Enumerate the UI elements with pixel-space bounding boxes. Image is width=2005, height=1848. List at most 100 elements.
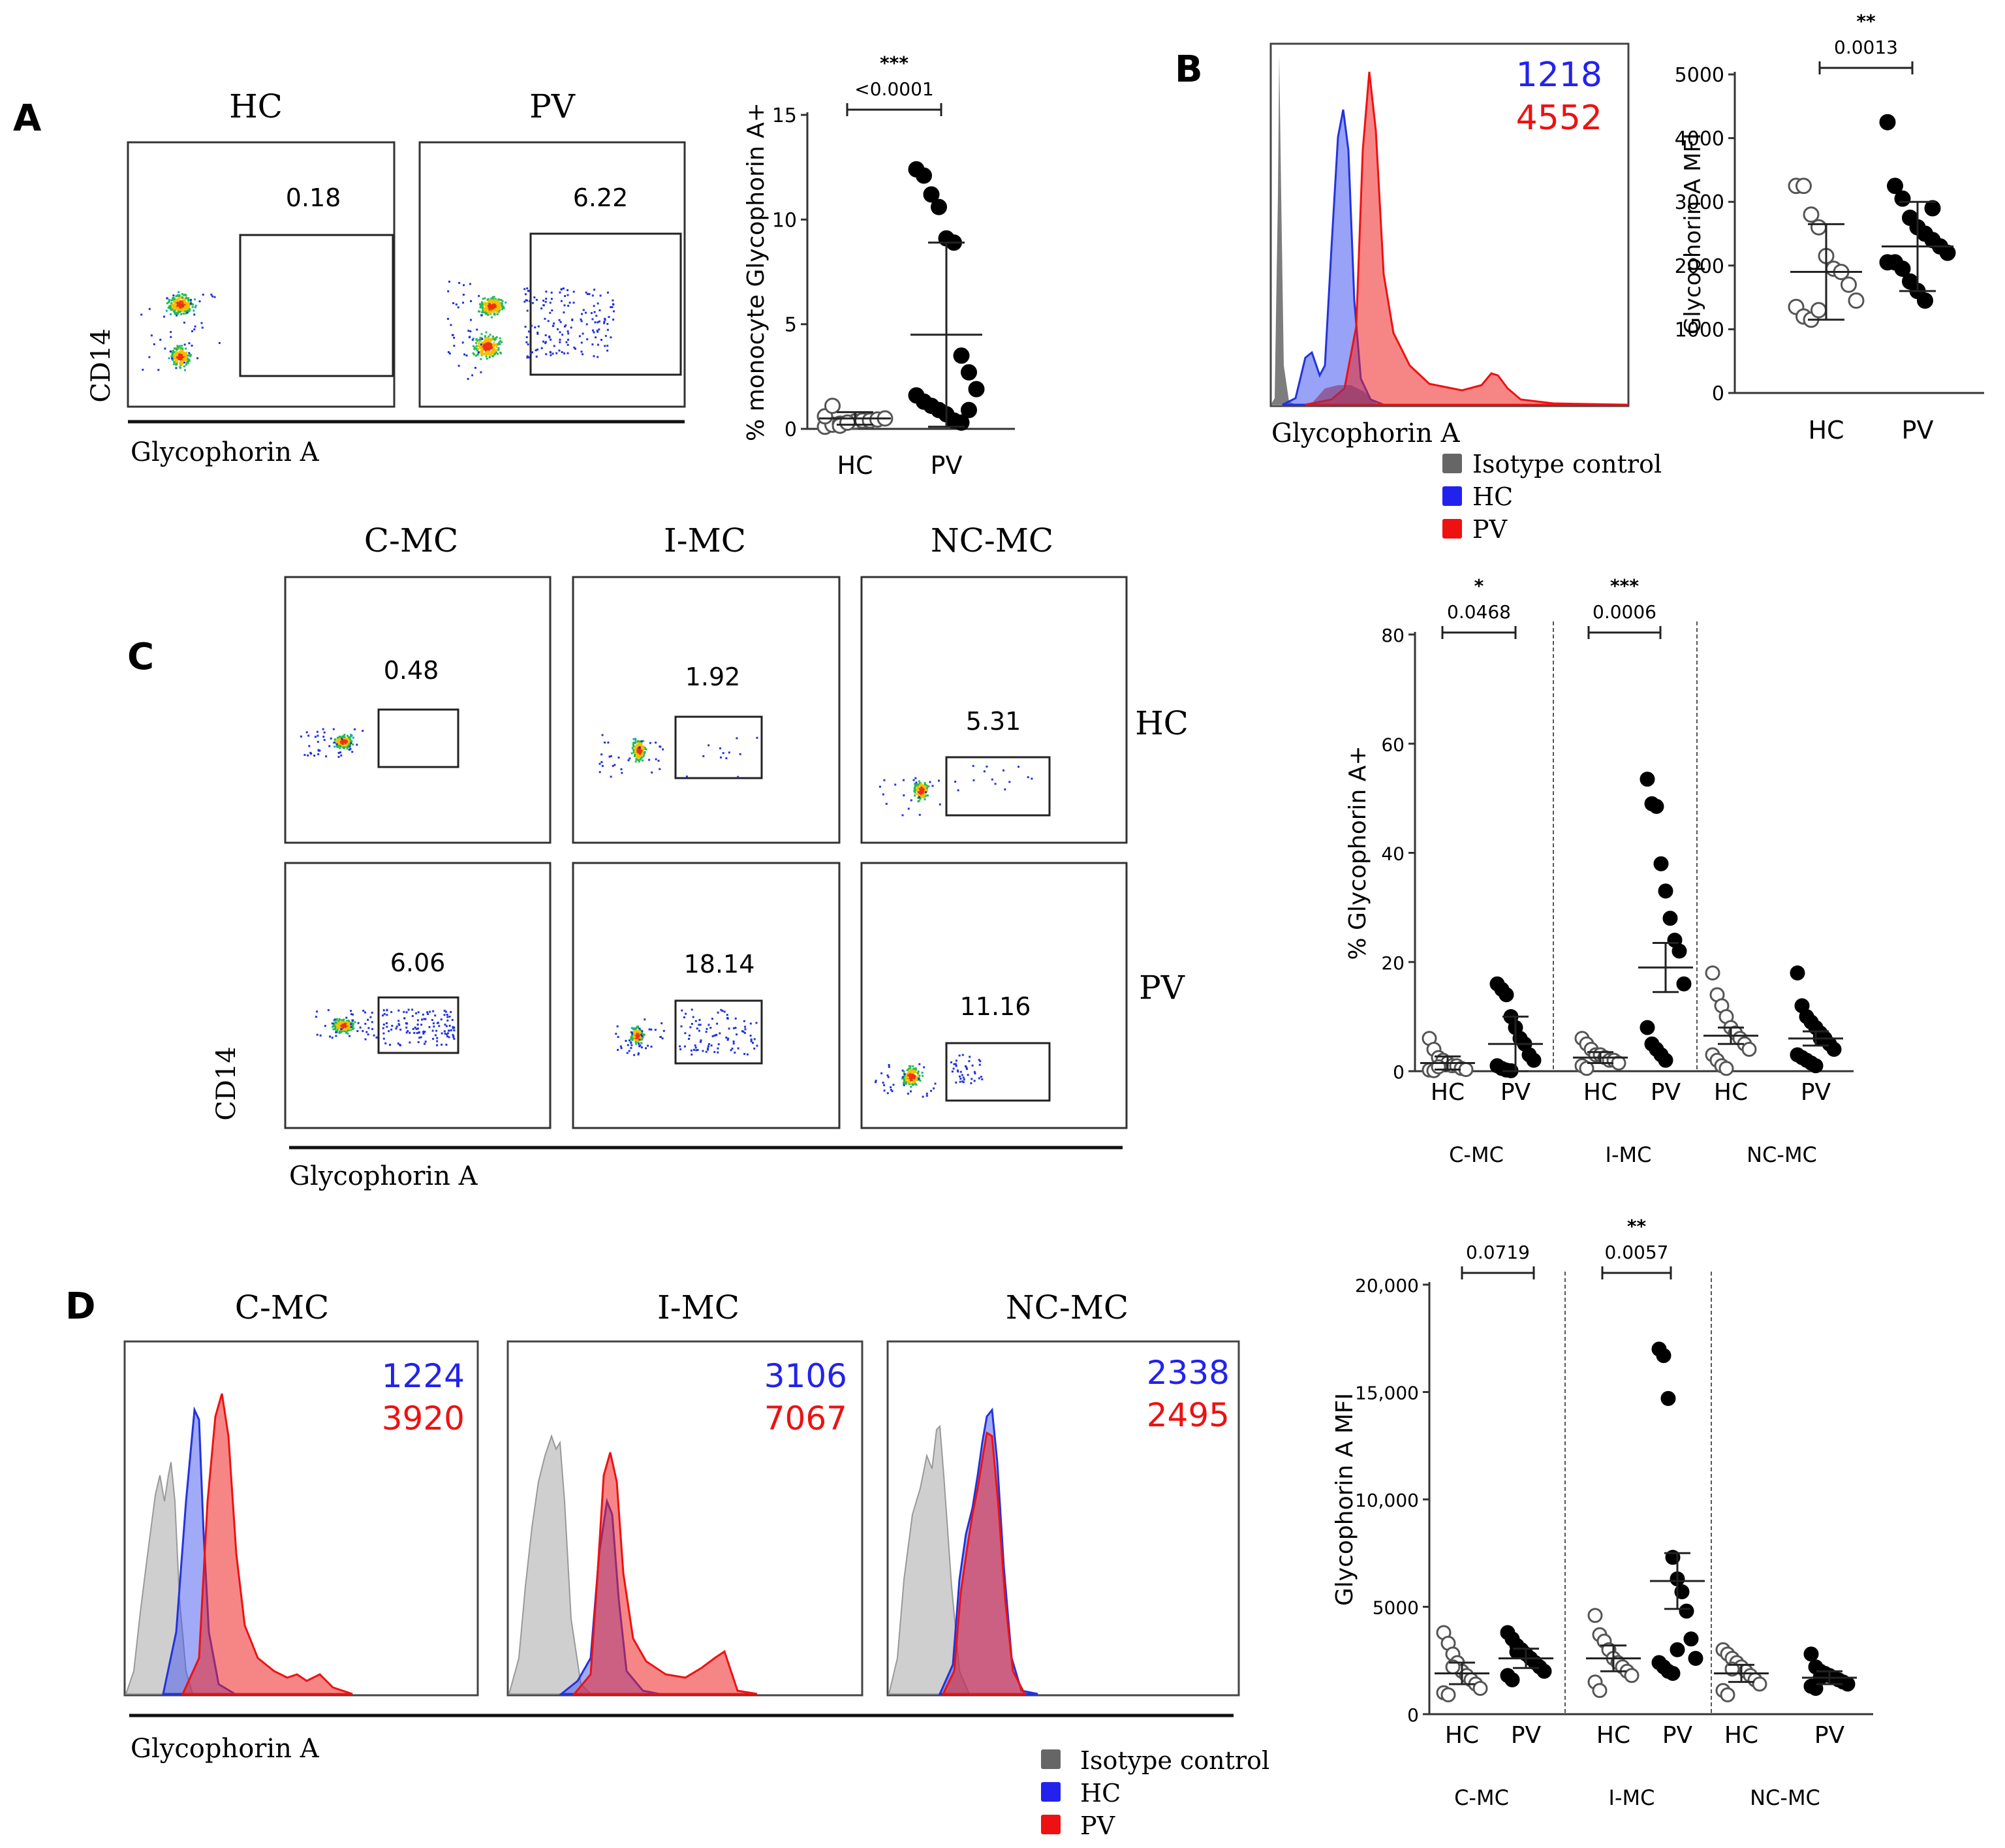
- x-category-label: HC: [1714, 1079, 1748, 1106]
- flow-event: [544, 342, 547, 345]
- flow-event: [142, 368, 144, 371]
- flow-event: [337, 751, 340, 754]
- flow-event: [698, 1019, 701, 1021]
- flow-event: [191, 305, 194, 308]
- flow-event: [691, 1009, 693, 1011]
- flow-event: [347, 734, 349, 737]
- flow-event: [184, 358, 187, 361]
- flow-event: [469, 336, 471, 338]
- gate-value: 5.31: [966, 707, 1021, 736]
- flow-event: [501, 306, 504, 309]
- flow-event: [591, 318, 594, 321]
- flow-event: [978, 1059, 980, 1061]
- flow-event: [630, 1038, 632, 1040]
- flow-event: [458, 282, 461, 284]
- flow-event: [339, 1026, 342, 1028]
- flow-event: [610, 306, 612, 308]
- flow-event: [918, 813, 921, 816]
- flow-event: [497, 298, 500, 301]
- flow-events: [598, 734, 758, 778]
- flow-event: [356, 744, 358, 746]
- flow-event: [734, 1027, 737, 1029]
- flow-event: [640, 1036, 643, 1039]
- flow-event: [637, 1053, 640, 1056]
- flow-event: [367, 1027, 370, 1029]
- flow-event: [918, 796, 920, 798]
- flow-event: [490, 299, 492, 302]
- flow-event: [914, 794, 916, 797]
- flow-event: [717, 1043, 720, 1046]
- flow-event: [912, 1071, 915, 1074]
- flow-event: [180, 303, 183, 305]
- flow-event: [637, 747, 640, 749]
- flow-event: [629, 757, 631, 760]
- flow-event: [190, 354, 193, 356]
- flow-event: [696, 1027, 698, 1030]
- flow-event: [184, 312, 187, 315]
- flow-event: [638, 1052, 640, 1055]
- flow-event: [426, 1011, 429, 1014]
- flow-event: [177, 351, 179, 354]
- flow-event: [650, 1028, 653, 1031]
- flow-event: [462, 302, 464, 304]
- flow-event: [414, 1026, 416, 1029]
- flow-event: [639, 740, 642, 743]
- flow-event: [559, 338, 561, 341]
- flow-event: [715, 1033, 718, 1036]
- flow-plot-c-pv-cmc: 6.06: [284, 862, 552, 1129]
- flow-event: [308, 745, 311, 747]
- flow-event: [178, 298, 180, 301]
- flow-event: [610, 755, 612, 757]
- flow-event: [636, 1026, 639, 1029]
- flow-event: [416, 1024, 419, 1026]
- flow-event: [629, 1041, 632, 1043]
- flow-event: [491, 351, 493, 354]
- flow-event: [359, 1026, 362, 1029]
- flow-event: [443, 1009, 446, 1012]
- flow-event: [636, 753, 638, 756]
- flow-event: [903, 1079, 905, 1082]
- flow-event: [211, 295, 214, 298]
- flow-event: [962, 1081, 965, 1084]
- flow-event: [482, 311, 485, 313]
- flow-event: [660, 1036, 662, 1038]
- flow-event: [429, 1010, 431, 1013]
- flow-event: [642, 740, 645, 742]
- flow-event: [642, 1036, 644, 1039]
- flow-event: [213, 296, 216, 298]
- data-point: [1658, 1052, 1673, 1068]
- flow-event: [480, 353, 483, 356]
- flow-event: [620, 768, 623, 770]
- flow-event: [179, 309, 182, 311]
- flow-event: [591, 294, 594, 297]
- flow-event: [597, 356, 599, 358]
- flow-event: [184, 354, 187, 356]
- flow-event: [913, 1078, 915, 1080]
- gate-value: 1.92: [685, 663, 741, 691]
- flow-event: [913, 1075, 916, 1078]
- flow-event: [528, 290, 531, 292]
- flow-event: [694, 1044, 696, 1047]
- flow-event: [471, 339, 474, 341]
- flow-event: [922, 796, 925, 798]
- data-point: [824, 398, 841, 415]
- flow-event: [474, 367, 476, 369]
- flow-event: [489, 334, 491, 336]
- flow-event: [478, 343, 480, 345]
- flow-event: [177, 302, 179, 304]
- flow-event: [332, 728, 335, 730]
- flow-events: [878, 764, 1033, 817]
- flow-event: [657, 759, 660, 762]
- flow-event: [560, 288, 563, 290]
- flow-event: [184, 369, 187, 371]
- hist-isotype: [508, 1433, 593, 1695]
- flow-event: [391, 1025, 394, 1027]
- flow-event: [559, 341, 561, 343]
- flow-event: [924, 790, 926, 792]
- flow-event: [585, 311, 587, 314]
- flow-event: [536, 349, 538, 351]
- flow-event: [581, 313, 583, 315]
- flow-event: [600, 753, 603, 756]
- flow-event: [173, 353, 176, 356]
- flow-event: [497, 347, 500, 349]
